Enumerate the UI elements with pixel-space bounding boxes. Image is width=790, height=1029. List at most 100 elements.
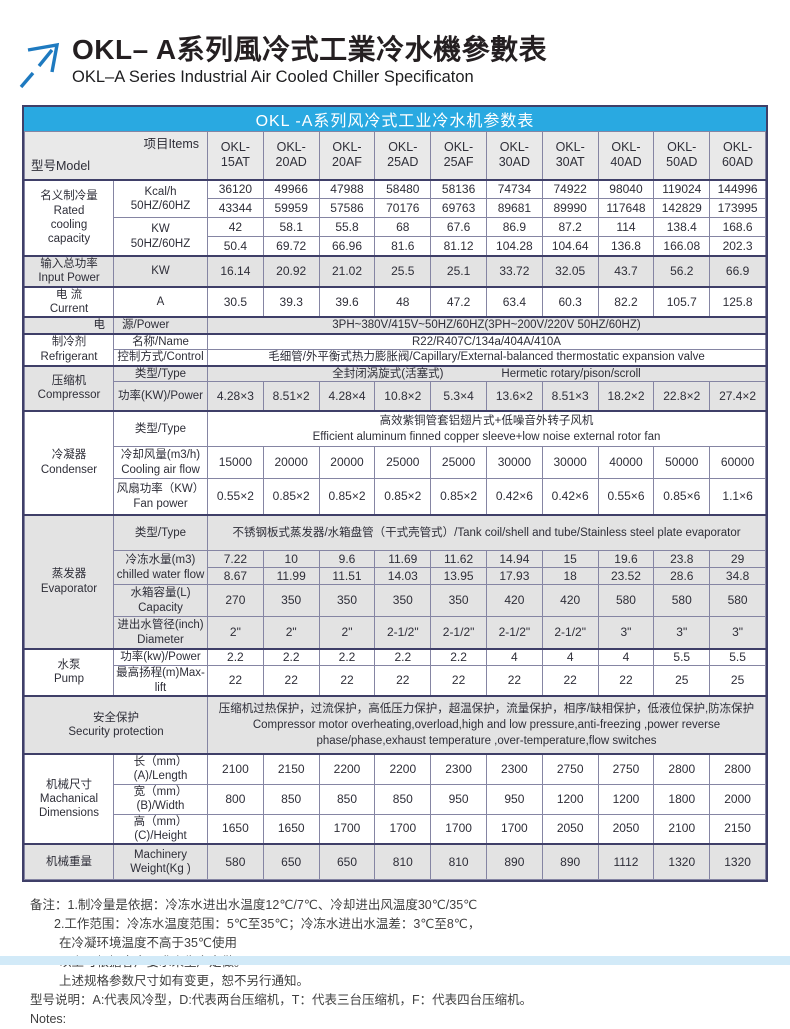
value-cell: 23.52 (597, 567, 655, 586)
value-cell: 1700 (318, 813, 376, 845)
value-cell: 1.1×6 (709, 478, 766, 516)
value-cell: 70176 (374, 198, 432, 219)
value-cell: 22 (374, 665, 432, 697)
value-cell: 49966 (262, 178, 320, 200)
table-row: 进出水管径(inch) Diameter 2" 2" 2" 2-1/2" 2-1/2" 2… (25, 616, 766, 650)
value-cell: 2050 (597, 813, 655, 845)
value-cell: 420 (485, 584, 543, 618)
row-label-weight: 机械重量 (24, 843, 114, 880)
value-cell: 2750 (541, 752, 599, 785)
value-cell: 29 (709, 550, 766, 569)
row-label-height: 高（mm）(C)/Height (113, 813, 208, 845)
value-cell: 650 (318, 843, 376, 880)
value-cell: 22 (207, 665, 264, 697)
value-cell: 30.5 (207, 285, 264, 318)
value-cell: 8.51×2 (262, 381, 320, 412)
value-cell: 580 (597, 584, 655, 618)
value-cell: 16.14 (207, 254, 264, 288)
page-header: OKL– A系列風冷式工業冷水機參數表 OKL–A Series Industr… (18, 34, 790, 95)
value-cell: 22 (597, 665, 655, 697)
value-cell: 0.42×6 (541, 478, 599, 516)
row-label-tank-capacity: 水箱容量(L) Capacity (113, 584, 208, 618)
value-cell: 81.6 (374, 236, 432, 257)
value-cell: 1320 (709, 843, 766, 880)
value-cell: 2200 (318, 752, 376, 785)
table-row: 水泵 Pump 功率(kw)/Power 2.2 2.2 2.2 2.2 2.2 4 4 4 5… (24, 647, 766, 697)
value-cell: 1200 (597, 783, 655, 815)
value-cell: 202.3 (709, 236, 766, 257)
value-cell: 43.7 (597, 254, 655, 288)
value-cell: 1650 (207, 813, 264, 845)
value-cell: 2300 (485, 752, 543, 785)
value-cell: 59959 (262, 198, 320, 219)
compressor-type-zh: 全封闭涡旋式(活塞式) (332, 367, 444, 380)
value-cell: 19.6 (597, 550, 655, 569)
row-label-pump: 水泵 Pump (24, 647, 114, 697)
table-row: 水箱容量(L) Capacity 270 350 350 350 350 420 420 58… (25, 584, 766, 618)
value-cell: 2.2 (318, 647, 376, 667)
value-cell: 1112 (597, 843, 655, 880)
refrigerant-control-value: 毛细管/外平衡式热力膨胀阀/Capillary/External-balance… (207, 349, 766, 367)
value-cell: 25.5 (374, 254, 432, 288)
condenser-type-zh: 高效紫铜管套铝翅片式+低噪音外转子风机 (379, 414, 594, 427)
value-cell: 2-1/2" (485, 616, 543, 650)
value-cell: 14.94 (485, 550, 543, 569)
table-row: 输入总功率 Input Power KW 16.14 20.92 21.02 25.5… (24, 254, 766, 288)
value-cell: 25 (709, 665, 766, 697)
row-label-evaporator: 蒸发器 Evaporator (24, 513, 114, 650)
value-cell: 1650 (262, 813, 320, 845)
value-cell: 142829 (653, 198, 711, 219)
note-line: 型号说明：A:代表风冷型，D:代表两台压缩机，T：代表三台压缩机，F：代表四台压… (30, 992, 533, 1007)
value-cell: 28.6 (653, 567, 711, 586)
value-cell: 105.7 (653, 285, 711, 318)
value-cell: 2" (318, 616, 376, 650)
model-column-header: OKL- 60AD (709, 130, 766, 181)
spec-table-frame: OKL -A系列风冷式工业冷水机参数表 型号Model 项目Items OKL-… (22, 105, 768, 882)
value-cell: 144996 (709, 178, 766, 200)
table-row: KW 50HZ/60HZ 42 58.1 55.8 68 67.6 86.9 87.2 114… (25, 217, 766, 257)
value-cell: 58136 (430, 178, 487, 200)
value-cell: 2.2 (262, 647, 320, 667)
value-cell: 20.92 (262, 254, 320, 288)
value-cell: 50000 (653, 446, 711, 480)
spec-table: 型号Model 项目Items OKL- 15AT OKL- 20AD OKL- 2… (24, 130, 766, 880)
value-cell: 15 (541, 550, 599, 569)
value-cell: 173995 (709, 198, 766, 219)
value-cell: 1320 (653, 843, 711, 880)
value-cell: 5.3×4 (430, 381, 487, 412)
value-cell: 800 (207, 783, 264, 815)
arrow-up-right-icon (18, 38, 64, 95)
compressor-type-en: Hermetic rotary/pison/scroll (501, 367, 641, 380)
model-column-header: OKL- 30AT (541, 130, 599, 181)
value-cell: 810 (430, 843, 487, 880)
table-row: 风扇功率（KW） Fan power 0.55×2 0.85×2 0.85×2 0.8… (25, 478, 766, 516)
note-line: 在冷凝环境温度不高于35℃使用 (59, 935, 237, 950)
value-cell: 74734 (485, 178, 543, 200)
table-row: 电 流 Current A 30.5 39.3 39.6 48 47.2 63.4 60.3… (24, 285, 766, 318)
row-label-compressor: 压缩机 Compressor (24, 364, 114, 412)
row-label-power-en: 源/Power (113, 316, 208, 335)
value-cell: 20000 (262, 446, 320, 480)
row-label-pump-power: 功率(kw)/Power (113, 647, 208, 667)
value-cell: 0.85×6 (653, 478, 711, 516)
value-cell: 10 (262, 550, 320, 569)
table-row: 最高扬程(m)Max-lift 22 22 22 22 22 22 22 22 25 25 (25, 665, 766, 697)
value-cell: 42 (207, 217, 264, 238)
value-cell: 33.72 (485, 254, 543, 288)
value-cell: 98040 (597, 178, 655, 200)
note-line: Notes: (30, 1011, 67, 1026)
row-label-fan-power: 风扇功率（KW） Fan power (113, 478, 208, 516)
row-label-refrigerant-control: 控制方式/Control (113, 349, 208, 367)
value-cell: 2100 (653, 813, 711, 845)
value-cell: 138.4 (653, 217, 711, 238)
value-cell: 4 (597, 647, 655, 667)
value-cell: 0.55×2 (207, 478, 264, 516)
value-cell: 43344 (207, 198, 264, 219)
row-label-compressor-type: 类型/Type (113, 364, 208, 383)
row-label-compressor-power: 功率(KW)/Power (113, 381, 208, 412)
value-cell: 11.99 (262, 567, 320, 586)
value-cell: 2.2 (207, 647, 264, 667)
value-cell: 87.2 (541, 217, 599, 238)
value-cell: 850 (318, 783, 376, 815)
row-label-refrigerant: 制冷剂 Refrigerant (24, 332, 114, 367)
